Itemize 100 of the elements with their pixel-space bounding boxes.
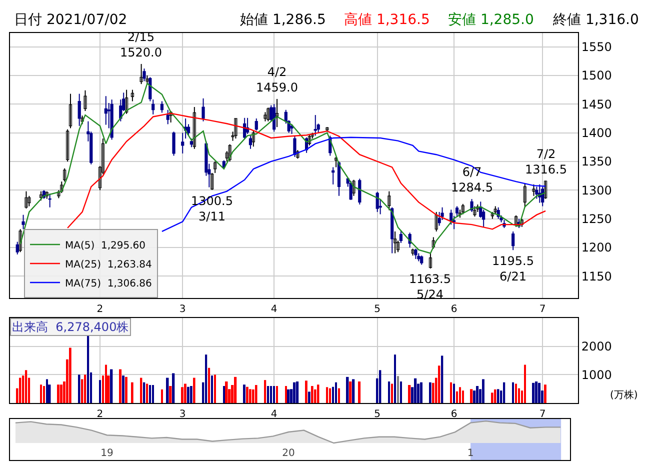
bar [408, 385, 411, 403]
bar [149, 385, 152, 403]
bar [293, 382, 296, 403]
bar [276, 386, 278, 403]
x-tick-label: 3 [179, 409, 186, 420]
bar [394, 354, 396, 403]
x-tick-label: 2 [96, 304, 104, 315]
bar [453, 384, 455, 403]
bar [538, 382, 541, 403]
bar [122, 376, 124, 403]
bar [46, 379, 48, 403]
y-tick-label: 1150 [581, 269, 612, 284]
bar [105, 364, 107, 403]
bar [131, 382, 134, 403]
bar [211, 376, 213, 403]
bar [267, 386, 270, 403]
bar [470, 389, 473, 403]
y-tick-label: 1300 [581, 183, 612, 198]
bar [397, 376, 399, 403]
bar [388, 381, 390, 403]
annotation: 4/2 1459.0 [256, 65, 298, 95]
bar [305, 380, 308, 403]
x-tick-label: 4 [270, 304, 278, 315]
x-tick-label: 7 [539, 304, 546, 315]
bar [420, 382, 422, 403]
y-tick-label: 1450 [581, 97, 612, 112]
x-tick-label: 3 [179, 304, 186, 315]
bar [358, 381, 361, 403]
y-axis-title: (万株) [610, 389, 638, 401]
annotation: 7/2 1316.5 [525, 147, 567, 177]
bar [252, 389, 254, 403]
bar [87, 334, 90, 403]
bar [482, 379, 484, 403]
bar [450, 382, 452, 403]
legend-label: MA(75) 1,306.86 [65, 278, 152, 290]
bar [172, 373, 175, 403]
x-tick-label: 20 [282, 448, 295, 459]
bar [441, 356, 444, 403]
bar [512, 382, 514, 403]
bar [140, 378, 142, 403]
bar [535, 381, 538, 403]
bar [40, 384, 42, 403]
bar [60, 384, 63, 403]
bar [205, 354, 208, 403]
bar [311, 386, 314, 403]
bar [249, 389, 252, 403]
bar [532, 382, 535, 403]
bar [335, 382, 337, 403]
bar [78, 374, 80, 403]
x-tick-label: 6 [450, 304, 458, 315]
bar [208, 368, 210, 403]
text: 高値 1,316.5 [344, 12, 430, 28]
bar [223, 386, 225, 403]
x-tick-label: 1 [467, 448, 474, 459]
y-tick-label: 1550 [581, 40, 612, 54]
bar [352, 379, 355, 403]
bar [494, 389, 496, 403]
bar [184, 384, 186, 403]
bar [497, 389, 500, 403]
bar [524, 364, 526, 403]
bar [317, 384, 320, 403]
annotation: 6/7 1284.5 [451, 165, 493, 195]
bar [119, 369, 122, 403]
bar [400, 381, 402, 403]
bar [143, 382, 146, 403]
y-tick-label: 1000 [581, 368, 612, 382]
bar [57, 384, 60, 403]
bar [438, 366, 440, 403]
bar [429, 382, 432, 403]
bar [161, 389, 163, 403]
bar [391, 384, 393, 403]
bar [25, 370, 28, 403]
x-tick-label: 19 [100, 448, 114, 459]
bar [332, 386, 334, 403]
x-tick-label: 4 [270, 409, 278, 420]
legend-label: MA(25) 1,263.84 [65, 259, 152, 270]
bar [43, 386, 45, 403]
y-tick-label: 1200 [581, 240, 612, 255]
bar [459, 387, 461, 403]
bar [544, 384, 546, 403]
bar [338, 388, 340, 403]
bar [346, 376, 349, 403]
y-tick-label: 2000 [581, 340, 612, 354]
bar [84, 374, 86, 403]
bar [166, 378, 169, 403]
bar [287, 389, 290, 403]
bar [214, 374, 216, 403]
bar [193, 378, 196, 403]
bar [190, 386, 192, 403]
annotation: 1195.5 6/21 [492, 254, 534, 284]
bar [270, 386, 272, 403]
text: 始値 1,286.5 [240, 12, 326, 28]
bar [456, 391, 458, 403]
bar [234, 376, 237, 403]
y-tick-label: 1500 [581, 68, 612, 83]
bar [110, 369, 113, 403]
bar [476, 386, 479, 403]
chart-title: 日付 2021/07/02 [14, 12, 128, 28]
bar [181, 387, 184, 403]
y-tick-label: 1400 [581, 126, 612, 140]
